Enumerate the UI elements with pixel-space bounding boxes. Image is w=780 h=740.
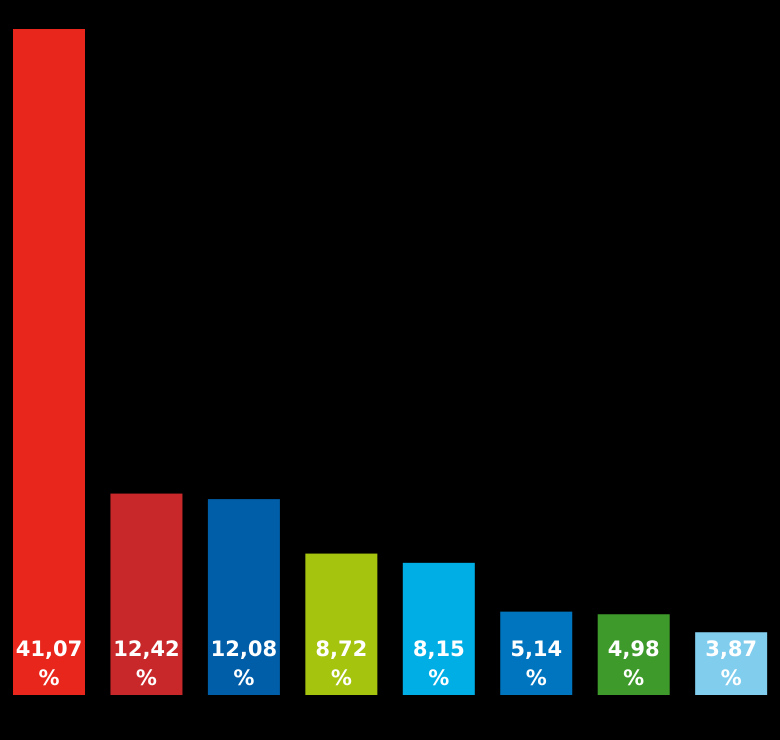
bar <box>402 562 475 695</box>
value-label: 8,72 % <box>315 637 368 690</box>
value-label: 4,98 % <box>607 637 660 690</box>
value-label: 41,07 % <box>15 637 83 690</box>
bar <box>207 499 280 695</box>
bar <box>305 553 378 695</box>
value-label: 5,14 % <box>510 637 563 690</box>
value-label: 3,87 % <box>705 637 758 690</box>
value-label: 8,15 % <box>412 637 465 690</box>
bar <box>110 493 183 695</box>
bar <box>597 614 670 695</box>
bar <box>13 29 85 695</box>
bar <box>695 632 768 695</box>
value-label: 12,42 % <box>113 637 180 690</box>
bar <box>500 611 573 695</box>
value-label: 12,08 % <box>210 637 278 690</box>
